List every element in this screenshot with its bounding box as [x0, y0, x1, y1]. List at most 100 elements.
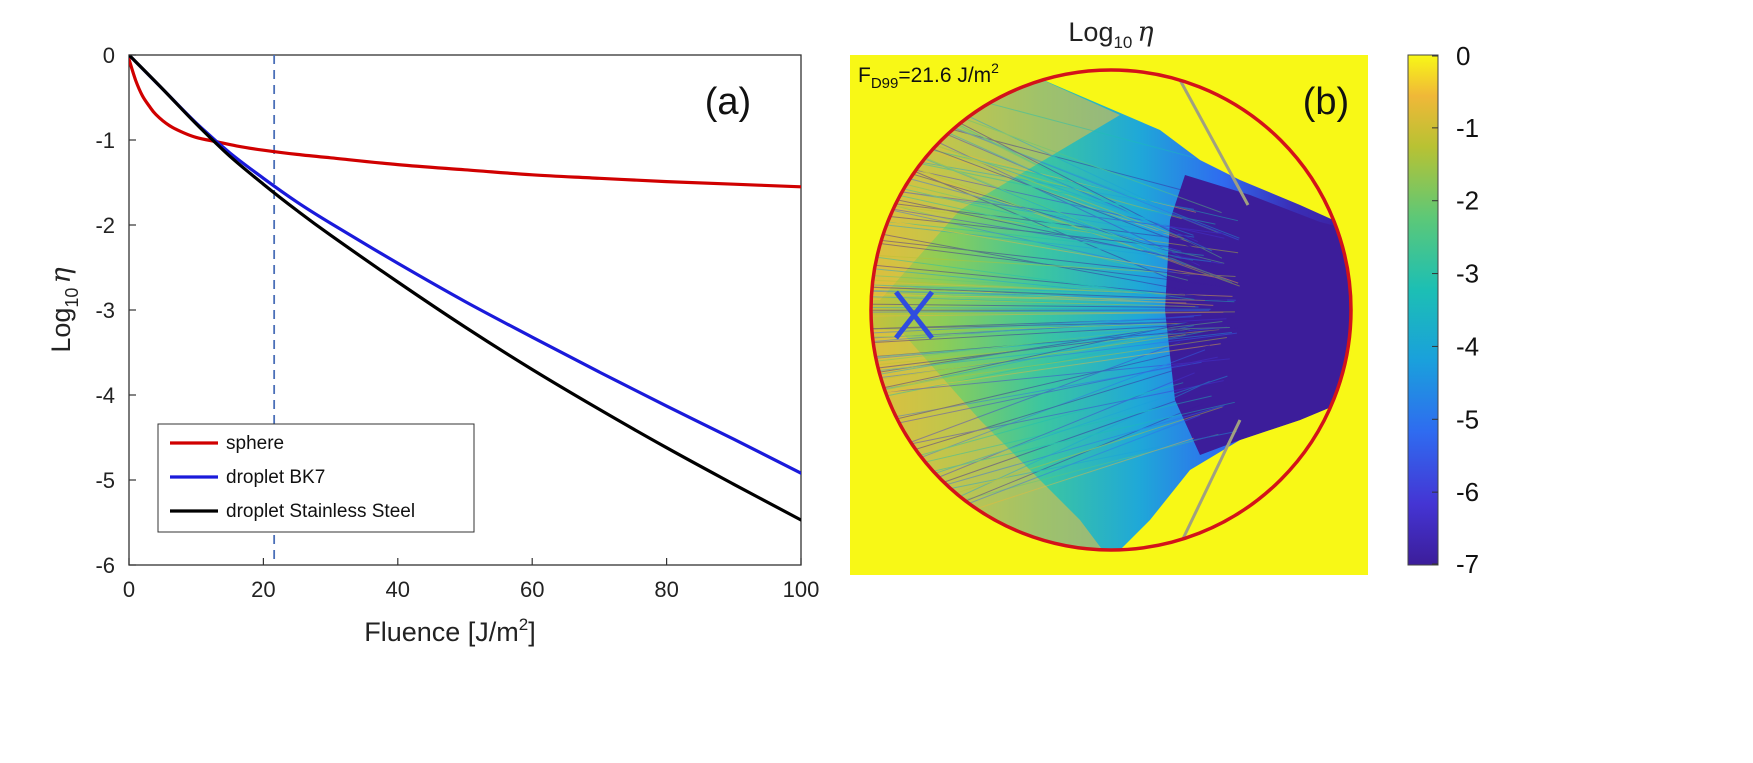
- droplet-boundary: [869, 68, 1353, 552]
- ray-streak: [871, 364, 1193, 464]
- ray-streak: [871, 198, 1189, 281]
- x-tick-label: 20: [251, 577, 275, 602]
- fluence-annotation-sub: D99: [871, 75, 899, 92]
- line-chart-panel: 0 20 40 60 80 100 0 -1 -2 -3 -4 -5 -6 (a) Fluence […: [46, 43, 819, 647]
- y-axis-label-symbol: η: [46, 267, 77, 283]
- ray-streak: [871, 160, 1217, 266]
- ray-streak: [871, 241, 1236, 289]
- ray-streak: [871, 188, 1194, 261]
- ray-streak: [871, 238, 1207, 278]
- ray-streak: [871, 328, 1191, 394]
- heatmap-title-symbol: η: [1137, 17, 1153, 48]
- series-line-sphere: [129, 57, 801, 189]
- ray-streak: [871, 286, 1233, 302]
- ray-streak: [871, 382, 1184, 470]
- y-tick-label: -1: [95, 128, 115, 153]
- ray-streak: [871, 323, 1204, 344]
- ray-streak: [871, 290, 1186, 300]
- ray-streak: [871, 329, 1210, 400]
- ray-streak: [871, 284, 1235, 303]
- ray-streak: [871, 186, 1195, 238]
- y-tick-label: -6: [95, 553, 115, 578]
- x-axis-label-sup: 2: [519, 615, 528, 634]
- ray-streak: [871, 303, 1226, 309]
- ray-streak: [871, 349, 1206, 478]
- heatmap-title-main: Log: [1068, 17, 1113, 47]
- colorbar-tick-label: -4: [1456, 331, 1479, 361]
- ray-streak: [871, 361, 1202, 422]
- ray-streak: [871, 334, 1186, 381]
- x-tick-label: 40: [386, 577, 410, 602]
- y-tick-label: -5: [95, 468, 115, 493]
- y-tick-label: -4: [95, 383, 115, 408]
- colorbar-tick-label: -5: [1456, 404, 1479, 434]
- focal-cross: [894, 290, 934, 340]
- ray-streak: [871, 204, 1190, 277]
- ray-streak: [871, 264, 1208, 298]
- ray-streak: [871, 152, 1182, 284]
- ray-streak: [871, 307, 1211, 310]
- heatmap-title: Log10 η: [1068, 17, 1153, 52]
- y-ticks: 0 -1 -2 -3 -4 -5 -6: [95, 43, 136, 578]
- ray-streak: [871, 155, 1239, 284]
- colorbar-tick-label: 0: [1456, 41, 1470, 71]
- ray-streak: [871, 332, 1237, 380]
- ray-streak: [871, 174, 1225, 264]
- colorbar-tick-label: -2: [1456, 186, 1479, 216]
- series-line-droplet-stainless-steel: [129, 55, 801, 522]
- x-ticks: 0 20 40 60 80 100: [123, 558, 819, 602]
- colorbar-tick-label: -1: [1456, 113, 1479, 143]
- panel-label-b: (b): [1303, 81, 1349, 123]
- ray-streak: [871, 151, 1240, 287]
- ray-streak: [871, 316, 1234, 330]
- fluence-annotation: FD99=21.6 J/m2: [858, 60, 999, 92]
- panel-label-a: (a): [705, 81, 751, 123]
- ray-streak: [871, 311, 1224, 317]
- ray-streak: [871, 311, 1235, 315]
- y-axis-label-main: Log: [46, 308, 76, 353]
- ray-streak: [871, 180, 1188, 255]
- ray-streak: [871, 274, 1197, 296]
- ray-streak: [871, 325, 1195, 393]
- ray-streak: [871, 200, 1202, 242]
- deep-blue-core: [1165, 175, 1351, 455]
- ray-streak: [871, 356, 1218, 430]
- legend-label-droplet-stainless-steel: droplet Stainless Steel: [226, 501, 415, 522]
- x-tick-label: 0: [123, 577, 135, 602]
- ray-streak: [871, 284, 1207, 297]
- x-axis-label-end: ]: [528, 617, 536, 647]
- y-tick-label: -2: [95, 213, 115, 238]
- heatmap-panel: Log10 η FD99=21.6 J/m2 (b) 0 -1 -2 -3 -4 -5 -6 -…: [850, 17, 1479, 579]
- colorbar-tick-label: -3: [1456, 259, 1479, 289]
- x-tick-label: 60: [520, 577, 544, 602]
- ray-streak: [871, 286, 1228, 301]
- colorbar-tick-label: -7: [1456, 549, 1479, 579]
- ray-streak: [871, 152, 1216, 225]
- ray-streaks: [871, 70, 1240, 544]
- ray-streak: [871, 217, 1222, 279]
- ray-streak: [871, 345, 1210, 426]
- series-lines: [129, 55, 801, 522]
- x-axis-label-main: Fluence [J/m: [364, 617, 519, 647]
- y-tick-label: -3: [95, 298, 115, 323]
- ray-streak: [871, 202, 1239, 254]
- ray-streak: [871, 159, 1225, 239]
- fluence-annotation-main: F: [858, 64, 871, 87]
- legend: sphere droplet BK7 droplet Stainless Ste…: [157, 423, 475, 533]
- ray-streak: [871, 322, 1189, 334]
- colorbar-ticks: 0 -1 -2 -3 -4 -5 -6 -7: [1432, 41, 1479, 579]
- y-axis-label-sub: 10: [62, 288, 82, 308]
- ray-streak: [871, 321, 1223, 363]
- x-tick-label: 80: [654, 577, 678, 602]
- heatmap-field: [871, 70, 1351, 550]
- ray-streak: [871, 222, 1212, 262]
- ray-streak: [871, 153, 1195, 210]
- y-axis-label: Log10 η: [46, 267, 82, 352]
- x-axis-label: Fluence [J/m2]: [364, 615, 536, 647]
- ray-streak: [871, 332, 1232, 372]
- x-tick-label: 100: [783, 577, 820, 602]
- ray-streak: [871, 187, 1224, 235]
- ray-streak: [871, 309, 1210, 313]
- ray-streak: [871, 341, 1181, 458]
